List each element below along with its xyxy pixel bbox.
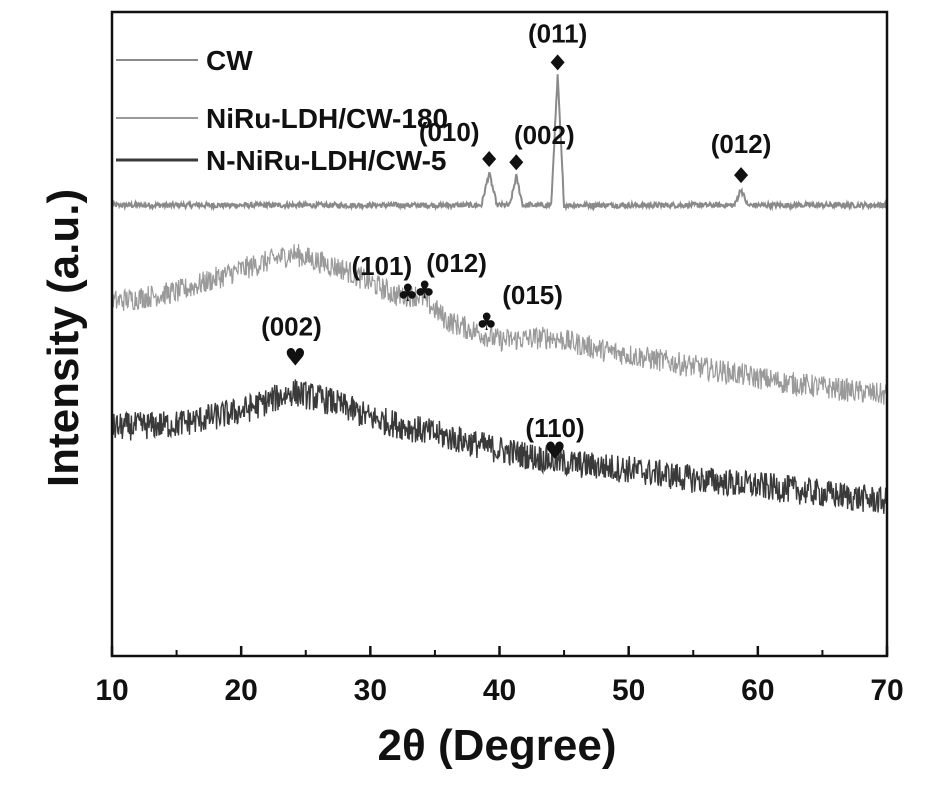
peak-marker-2-1: ♥ <box>544 437 566 465</box>
annotation-layer: (010) (002) (011) (012) (101) (012) (015) (002)… <box>261 18 771 442</box>
x-tick-label-2: 30 <box>354 674 387 707</box>
peak-label-2-1: (110) <box>525 413 584 443</box>
legend-label-1: NiRu-LDH/CW-180 <box>206 103 448 134</box>
peak-marker-1-1: ♣ <box>414 276 436 304</box>
legend-label-2: N-NiRu-LDH/CW-5 <box>206 145 447 176</box>
series-line-1 <box>111 244 888 405</box>
x-tick-label-5: 60 <box>741 674 774 707</box>
peak-label-1-1: (012) <box>426 248 487 278</box>
x-axis-ticks <box>110 646 889 656</box>
legend-label-0: CW <box>206 45 253 76</box>
x-tick-label-1: 20 <box>224 674 257 707</box>
x-tick-label-6: 70 <box>870 674 903 707</box>
peak-marker-0-2 <box>550 54 565 71</box>
peak-marker-2-0: ♥ <box>285 343 307 371</box>
peak-marker-0-1 <box>509 154 524 171</box>
peak-label-2-0: (002) <box>261 311 322 341</box>
series-line-2 <box>111 379 888 514</box>
series-line-0 <box>111 74 888 212</box>
x-tick-label-0: 10 <box>95 674 128 707</box>
legend: CW NiRu-LDH/CW-180 N-NiRu-LDH/CW-5 <box>116 45 448 176</box>
x-axis-title: 2θ (Degree) <box>378 721 617 770</box>
peak-label-0-2: (011) <box>528 18 587 48</box>
peak-marker-0-3 <box>734 167 749 184</box>
peak-marker-1-2: ♣ <box>476 308 498 336</box>
x-tick-label-3: 40 <box>483 674 516 707</box>
peak-label-0-0: (010) <box>419 117 480 147</box>
x-axis-tick-labels: 10 20 30 40 50 60 70 <box>95 674 903 707</box>
peak-label-1-2: (015) <box>502 280 563 310</box>
trace-layer <box>111 74 888 514</box>
peak-label-0-1: (002) <box>514 120 575 150</box>
x-tick-label-4: 50 <box>612 674 645 707</box>
peak-label-1-0: (101) <box>351 251 412 281</box>
marker-layer: ♣♣♣♥♥ <box>285 54 749 465</box>
y-axis-title: Intensity (a.u.) <box>39 189 88 487</box>
peak-marker-1-0: ♣ <box>397 279 419 307</box>
peak-label-0-3: (012) <box>711 129 772 159</box>
peak-marker-0-0 <box>482 151 497 167</box>
